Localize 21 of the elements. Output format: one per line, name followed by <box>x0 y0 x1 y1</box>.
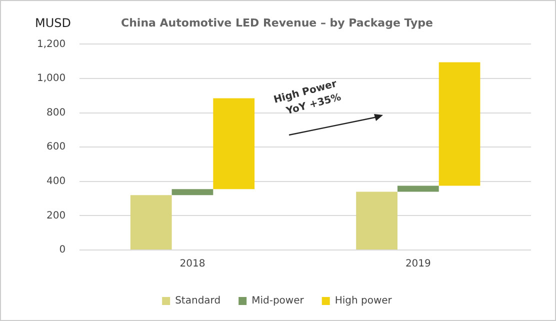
bar <box>438 62 480 186</box>
chart-title: China Automotive LED Revenue – by Package Type <box>121 16 433 30</box>
bar <box>397 186 439 192</box>
y-tick-label: 1,200 <box>36 38 66 50</box>
legend-label: Mid-power <box>252 296 305 307</box>
bar <box>130 195 172 250</box>
y-tick-label: 600 <box>46 142 66 153</box>
y-tick-label: 200 <box>46 210 66 222</box>
annotation: High Power YoY +35% <box>272 78 342 118</box>
y-tick-label: 1,000 <box>36 73 66 84</box>
bar <box>172 189 214 196</box>
y-axis-title: MUSD <box>35 16 71 30</box>
bar <box>213 98 255 190</box>
legend-label: High power <box>334 296 393 307</box>
x-tick-label: 2019 <box>405 258 431 270</box>
y-tick-label: 800 <box>46 107 66 118</box>
y-tick-label: 400 <box>46 176 66 187</box>
legend-label: Standard <box>175 296 221 307</box>
bar <box>356 192 398 250</box>
y-tick-label: 0 <box>59 244 66 256</box>
x-tick-label: 2018 <box>180 258 206 270</box>
